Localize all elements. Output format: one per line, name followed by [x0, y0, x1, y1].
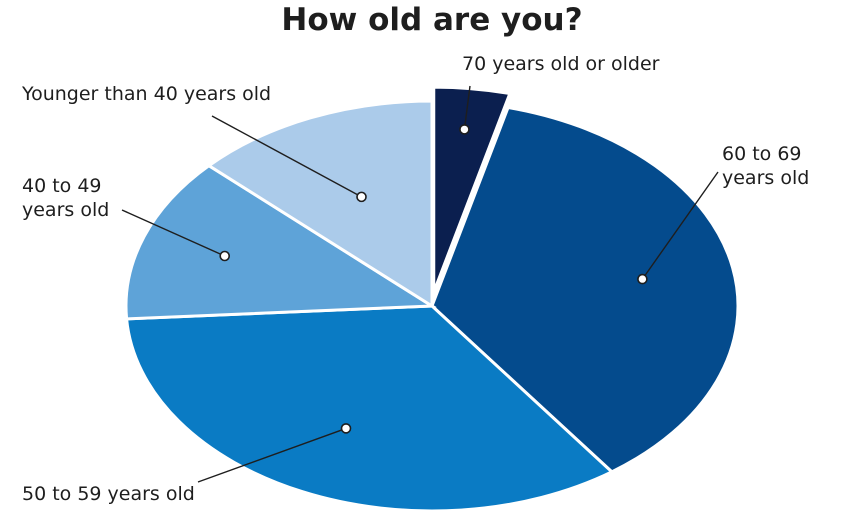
- chart-title: How old are you?: [281, 2, 582, 38]
- pie-label-leaders: [121, 85, 719, 483]
- pie-slice-5: [206, 99, 434, 309]
- leader-line-1: [463, 85, 471, 130]
- slice-label-3: 50 to 59 years old: [22, 483, 195, 505]
- leader-line-2: [641, 171, 719, 280]
- slice-label-1: 70 years old or older: [462, 53, 660, 75]
- leader-dot-1: [459, 124, 470, 135]
- leader-line-4: [121, 209, 225, 257]
- leader-dot-4: [219, 250, 231, 262]
- leader-dot-5: [356, 191, 367, 203]
- pie-slice-3: [124, 304, 615, 513]
- pie-slice-4: [124, 163, 437, 321]
- leader-dot-3: [340, 423, 352, 434]
- slice-label-2: 60 to 69 years old: [722, 143, 809, 189]
- leader-line-5: [211, 115, 362, 198]
- slice-label-5: Younger than 40 years old: [21, 83, 271, 105]
- leader-dot-2: [637, 273, 648, 285]
- pie-slices: [124, 85, 740, 513]
- pie-slice-1: [432, 85, 512, 293]
- leader-line-3: [197, 427, 347, 483]
- pie-slice-2: [430, 105, 740, 474]
- slice-label-4: 40 to 49 years old: [22, 175, 109, 221]
- pie-labels: 70 years old or older 60 to 69 years old 50…: [21, 53, 809, 505]
